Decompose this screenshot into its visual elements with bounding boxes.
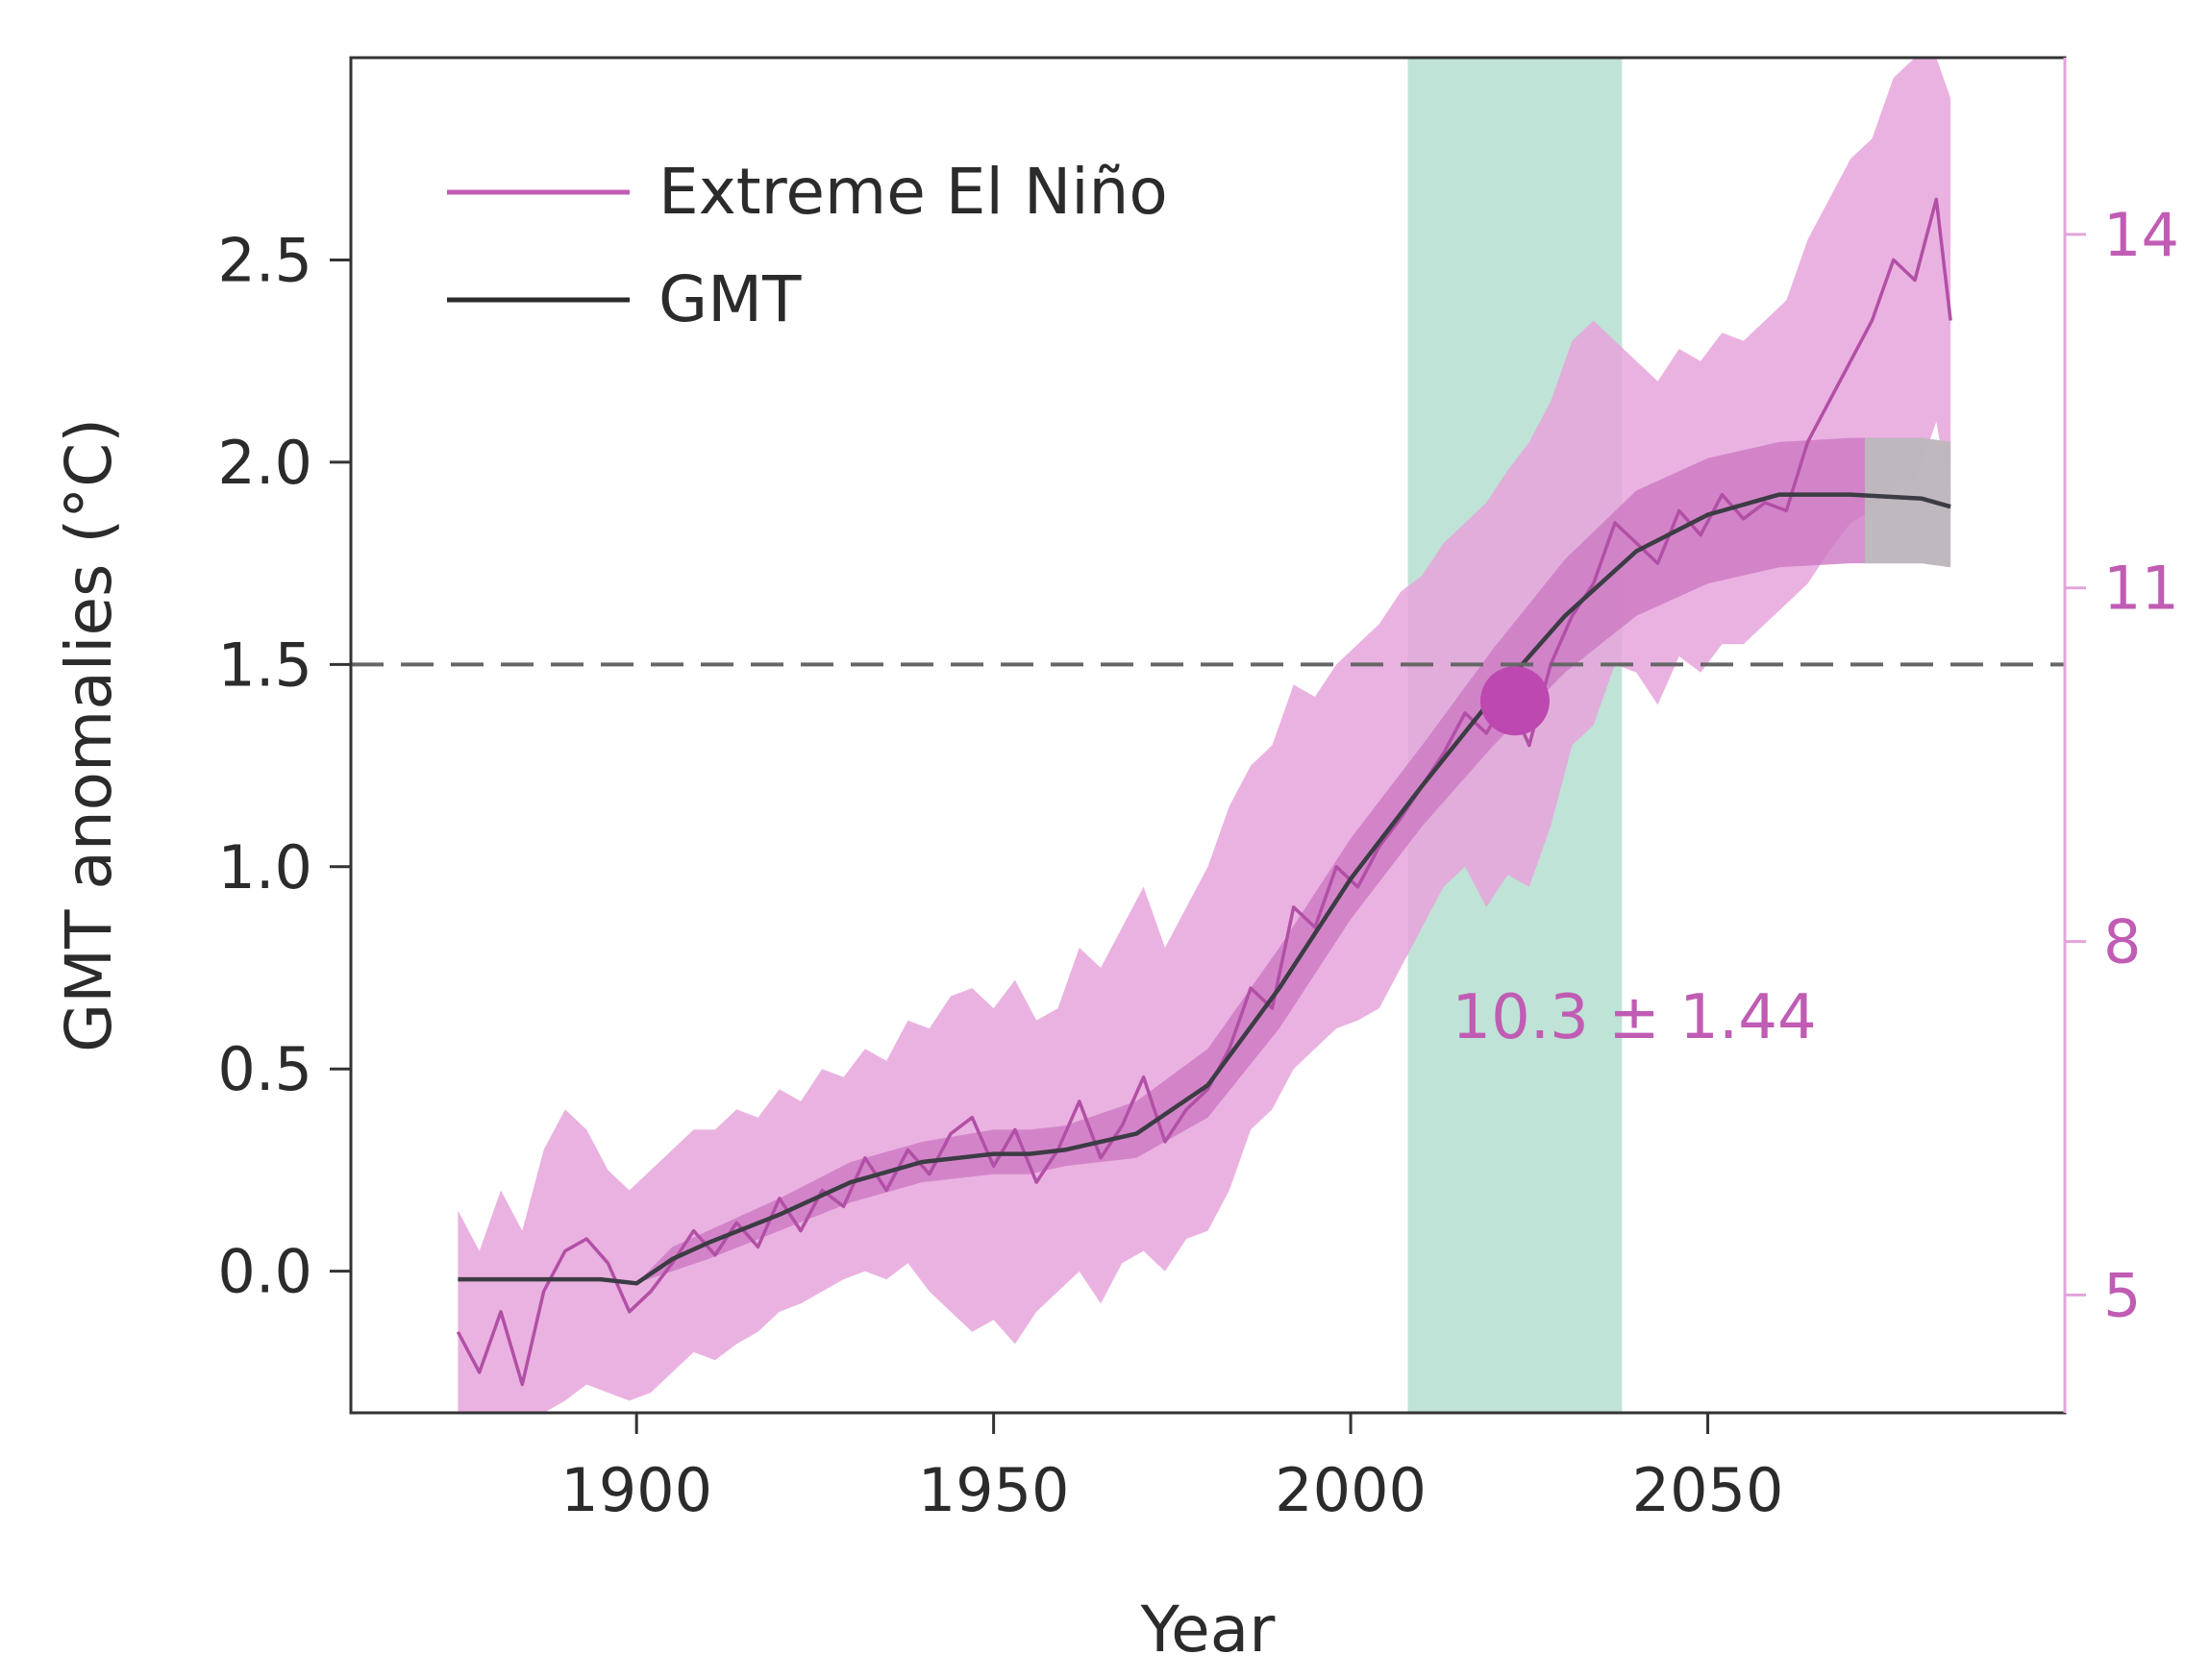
extreme-el-nino-band	[458, 58, 1951, 1413]
x-tick-label: 1900	[560, 1455, 712, 1525]
y2-tick-label: 14	[2103, 200, 2179, 270]
annotation-label: 10.3 ± 1.44	[1452, 982, 1816, 1053]
y-axis-title: GMT anomalies (°C)	[52, 418, 126, 1052]
x-tick-label: 2000	[1275, 1455, 1427, 1525]
legend-label: Extreme El Niño	[658, 155, 1168, 229]
y-tick-label: 0.5	[217, 1034, 312, 1104]
y2-tick-label: 8	[2103, 907, 2141, 977]
x-axis-title: Year	[1140, 1593, 1277, 1667]
gmt-line	[458, 492, 1951, 1286]
x-tick-label: 2050	[1632, 1455, 1784, 1525]
legend-label: GMT	[658, 262, 802, 336]
gmt-band	[458, 437, 1951, 1284]
y-tick-label: 2.5	[217, 225, 312, 295]
y2-tick-label: 5	[2103, 1260, 2141, 1330]
y2-tick-label: 11	[2103, 554, 2179, 624]
axes: 0.0 0.5 1.0 1.5 2.0 2.5 5 8 11 14 1900 1950 2000 2050…	[52, 56, 2179, 1667]
x-tick-label: 1950	[918, 1455, 1070, 1525]
y-tick-label: 0.0	[217, 1237, 312, 1307]
plot-area	[351, 58, 2065, 1413]
y-tick-label: 2.0	[217, 428, 312, 498]
extreme-el-nino-line	[456, 197, 1952, 1387]
gmt-band-end	[1865, 437, 1951, 568]
crossing-marker	[1479, 666, 1550, 736]
y-tick-label: 1.0	[217, 832, 312, 902]
legend: Extreme El Niño GMT	[447, 155, 1168, 336]
y-tick-label: 1.5	[217, 630, 312, 700]
